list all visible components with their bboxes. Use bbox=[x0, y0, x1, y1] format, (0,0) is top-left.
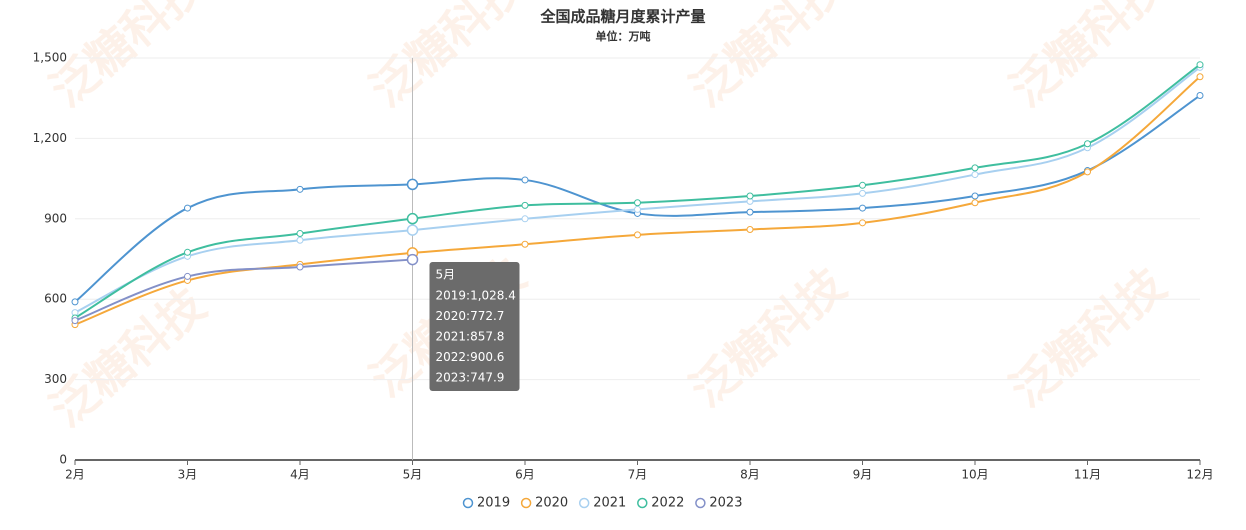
data-point bbox=[296, 263, 304, 271]
chart-subtitle: 单位：万吨 bbox=[596, 29, 651, 43]
data-point bbox=[634, 199, 641, 207]
data-point bbox=[971, 164, 979, 172]
legend-label: 2023 bbox=[709, 496, 742, 511]
legend-marker bbox=[578, 497, 590, 509]
x-tick-label: 7月 bbox=[628, 468, 648, 482]
data-point bbox=[184, 204, 191, 212]
data-point bbox=[521, 201, 529, 209]
data-point bbox=[184, 272, 191, 280]
data-point bbox=[746, 226, 754, 234]
data-point bbox=[634, 205, 641, 213]
data-point bbox=[296, 185, 304, 193]
tooltip-line: 2020:772.7 bbox=[436, 309, 505, 323]
x-tick-label: 3月 bbox=[178, 468, 198, 482]
tooltip-box bbox=[429, 262, 520, 391]
tooltip-title: 5月 bbox=[436, 268, 456, 282]
x-tick-label: 9月 bbox=[853, 468, 873, 482]
data-point bbox=[521, 240, 529, 248]
data-point bbox=[1196, 73, 1204, 81]
legend-label: 2021 bbox=[593, 496, 626, 511]
data-point bbox=[746, 208, 754, 216]
y-tick-label: 1,200 bbox=[33, 131, 67, 145]
data-point bbox=[406, 212, 419, 225]
data-point bbox=[406, 178, 419, 191]
watermark: 泛糖科技 bbox=[680, 0, 856, 117]
watermark: 泛糖科技 bbox=[360, 0, 536, 117]
watermark: 泛糖科技 bbox=[680, 257, 856, 417]
legend-marker bbox=[637, 497, 648, 509]
legend-label: 2019 bbox=[477, 496, 510, 511]
x-tick-label: 6月 bbox=[515, 468, 535, 482]
data-point bbox=[971, 171, 979, 179]
x-tick-label: 4月 bbox=[290, 468, 310, 482]
data-point bbox=[971, 199, 979, 207]
watermark: 泛糖科技 bbox=[1000, 0, 1176, 117]
legend-marker bbox=[695, 497, 706, 509]
y-tick-label: 1,500 bbox=[33, 51, 67, 65]
data-point bbox=[859, 181, 866, 189]
series-line bbox=[74, 258, 413, 322]
data-point bbox=[521, 176, 529, 184]
data-point bbox=[1084, 140, 1091, 148]
data-point bbox=[406, 253, 419, 266]
data-point bbox=[71, 298, 79, 306]
data-point bbox=[971, 192, 979, 200]
y-tick-label: 900 bbox=[44, 211, 67, 225]
y-tick-label: 0 bbox=[59, 453, 67, 467]
data-point bbox=[296, 230, 304, 238]
data-point bbox=[521, 215, 529, 223]
x-tick-label: 10月 bbox=[961, 468, 988, 482]
data-point bbox=[406, 224, 419, 236]
data-point bbox=[859, 189, 866, 197]
watermark: 泛糖科技 bbox=[1000, 257, 1176, 417]
tooltip-line: 2022:900.6 bbox=[436, 350, 505, 364]
data-point bbox=[859, 204, 866, 212]
legend-marker bbox=[462, 497, 474, 509]
legend-label: 2022 bbox=[651, 496, 684, 511]
data-point bbox=[1084, 168, 1091, 176]
tooltip-line: 2019:1,028.4 bbox=[436, 289, 516, 303]
legend-marker bbox=[520, 497, 532, 509]
data-point bbox=[71, 317, 79, 325]
chart-title: 全国成品糖月度累计产量 bbox=[539, 8, 705, 26]
x-tick-label: 2月 bbox=[65, 468, 85, 482]
y-tick-label: 600 bbox=[44, 292, 67, 306]
x-tick-label: 5月 bbox=[403, 468, 423, 482]
data-point bbox=[184, 248, 191, 256]
x-tick-label: 8月 bbox=[740, 468, 760, 482]
data-point bbox=[859, 219, 866, 227]
tooltip-line: 2023:747.9 bbox=[436, 371, 505, 385]
tooltip-line: 2021:857.8 bbox=[436, 330, 505, 344]
data-point bbox=[1196, 61, 1204, 69]
data-point bbox=[296, 236, 304, 244]
data-point bbox=[1196, 92, 1204, 100]
data-point bbox=[746, 192, 754, 200]
data-point bbox=[634, 231, 641, 239]
x-tick-label: 11月 bbox=[1074, 468, 1101, 482]
x-tick-label: 12月 bbox=[1186, 468, 1213, 482]
y-tick-label: 300 bbox=[44, 372, 67, 386]
legend-label: 2020 bbox=[535, 496, 568, 511]
